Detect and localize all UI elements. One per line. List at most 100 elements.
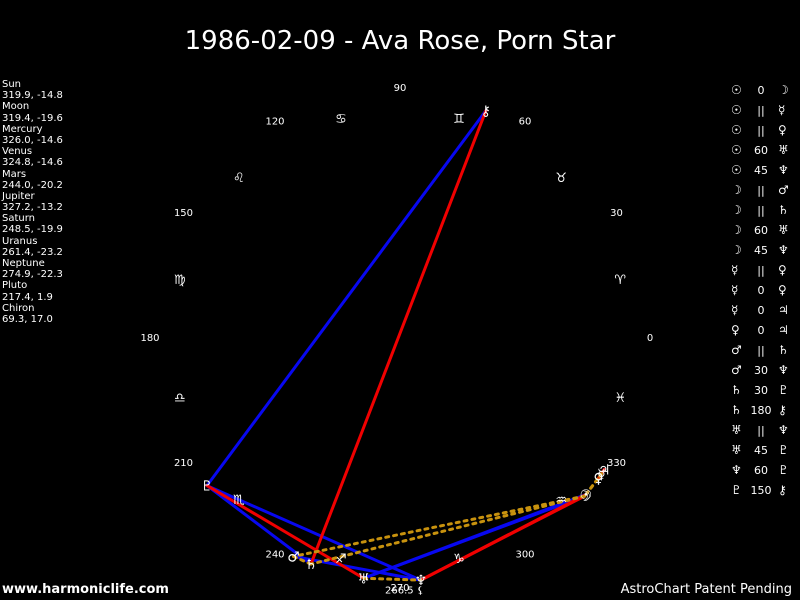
planet-name: Venus bbox=[2, 146, 33, 158]
aspect-planet1-glyph: ☽ bbox=[731, 183, 742, 197]
planet-name: Moon bbox=[2, 101, 30, 113]
aspect-row-sun-45-neptune: ☉ 45 ♆ bbox=[731, 160, 799, 180]
aspect-line-mercury-venus bbox=[597, 472, 603, 480]
aspect-row-mercury-0-venus: ☿ 0 ♀ bbox=[731, 280, 799, 300]
aspect-row-mars-30-neptune: ♂ 30 ♆ bbox=[731, 360, 799, 380]
tick-label-150: 150 bbox=[174, 208, 193, 219]
sign-glyph-capricorn: ♑ bbox=[453, 552, 465, 567]
aspect-planet1-glyph: ☉ bbox=[731, 103, 742, 117]
planet-lon-dec: 244.0, -20.2 bbox=[2, 179, 63, 191]
tick-label-90: 90 bbox=[394, 83, 407, 94]
aspect-angle-label: 30 bbox=[754, 363, 768, 377]
aspect-line-moon-neptune bbox=[419, 494, 587, 582]
planet-lon-dec: 274.9, -22.3 bbox=[2, 269, 63, 281]
aspect-angle-label: || bbox=[757, 203, 765, 217]
aspect-line-pluto-chiron bbox=[205, 109, 488, 488]
aspect-line-moon-uranus bbox=[362, 494, 587, 580]
aspect-angle-label: 60 bbox=[754, 143, 768, 157]
aspect-row-mercury-par-venus: ☿ || ♀ bbox=[731, 260, 799, 280]
planet-name: Uranus bbox=[2, 235, 38, 247]
aspect-row-neptune-60-pluto: ♆ 60 ♇ bbox=[731, 460, 799, 480]
aspect-line-saturn-pluto bbox=[205, 484, 313, 566]
aspect-line-uranus-neptune bbox=[362, 576, 423, 582]
aspect-angle-label: || bbox=[757, 123, 765, 137]
planet-glyph-mars: ♂ bbox=[287, 549, 300, 565]
planet-glyph-pluto: ♇ bbox=[201, 479, 214, 495]
aspect-planet2-glyph: ♃ bbox=[778, 323, 789, 337]
aspect-row-sun-par-venus: ☉ || ♀ bbox=[731, 120, 799, 140]
aspect-angle-label: || bbox=[757, 263, 765, 277]
aspect-angle-label: 180 bbox=[750, 403, 772, 417]
aspect-planet1-glyph: ♄ bbox=[731, 383, 742, 397]
aspect-row-moon-par-saturn: ☽ || ♄ bbox=[731, 200, 799, 220]
aspect-planet2-glyph: ♇ bbox=[778, 443, 789, 457]
aspect-angle-label: 30 bbox=[754, 383, 768, 397]
aspect-angle-label: 45 bbox=[754, 163, 768, 177]
aspect-planet1-glyph: ☽ bbox=[731, 203, 742, 217]
planet-list-item-uranus: Uranus 261.4, -23.2 bbox=[2, 236, 63, 258]
aspect-planet1-glyph: ☿ bbox=[731, 303, 739, 317]
planet-list-item-pluto: Pluto 217.4, 1.9 bbox=[2, 280, 63, 302]
planet-lon-dec: 319.4, -19.6 bbox=[2, 112, 63, 124]
aspect-planet2-glyph: ☿ bbox=[778, 103, 786, 117]
page-title: 1986-02-09 - Ava Rose, Porn Star bbox=[184, 26, 616, 56]
aspect-planet2-glyph: ♄ bbox=[778, 203, 789, 217]
planet-glyph-moon: ☽ bbox=[578, 489, 591, 505]
aspect-line-saturn-chiron bbox=[309, 109, 488, 566]
planet-name: Mercury bbox=[2, 123, 43, 135]
aspect-planet1-glyph: ☉ bbox=[731, 143, 742, 157]
aspect-angle-label: 0 bbox=[757, 303, 765, 317]
sign-glyph-leo: ♌ bbox=[233, 171, 245, 186]
aspect-planet1-glyph: ♇ bbox=[731, 483, 742, 497]
planet-glyph-venus: ♀ bbox=[593, 471, 603, 487]
aspect-planet1-glyph: ☿ bbox=[731, 283, 739, 297]
aspect-list: ☉ 0 ☽ ☉ || ☿ ☉ || ♀ ☉ 60 ♅ ☉ 45 ♆ ☽ || ♂ ☽ || ♄ ☽ 60 ♅ ☽ 45 ♆ ☿ || ♀ ☿… bbox=[731, 80, 799, 500]
aspect-planet1-glyph: ♆ bbox=[731, 463, 742, 477]
tick-label-0: 0 bbox=[647, 333, 653, 344]
sign-glyph-aquarius: ♒ bbox=[555, 493, 567, 508]
planet-glyph-chiron: ⚷ bbox=[481, 104, 491, 120]
aspect-angle-label: 0 bbox=[757, 323, 765, 337]
aspect-row-pluto-150-chiron: ♇ 150 ⚷ bbox=[731, 480, 799, 500]
aspect-planet1-glyph: ☉ bbox=[731, 83, 742, 97]
aspect-planet2-glyph: ♆ bbox=[778, 423, 789, 437]
extra-point-label: 266.5 ⚸ bbox=[385, 586, 424, 597]
tick-label-30: 30 bbox=[610, 208, 623, 219]
aspect-angle-label: || bbox=[757, 423, 765, 437]
planet-lon-dec: 217.4, 1.9 bbox=[2, 291, 53, 303]
planet-list-item-sun: Sun 319.9, -14.8 bbox=[2, 79, 63, 101]
aspect-row-sun-60-uranus: ☉ 60 ♅ bbox=[731, 140, 799, 160]
planet-name: Saturn bbox=[2, 213, 36, 225]
aspect-planet1-glyph: ☽ bbox=[731, 223, 742, 237]
planet-list-item-neptune: Neptune 274.9, -22.3 bbox=[2, 258, 63, 280]
planet-lon-dec: 324.8, -14.6 bbox=[2, 157, 63, 169]
sign-glyph-aries: ♈ bbox=[614, 273, 626, 288]
aspect-planet2-glyph: ♇ bbox=[778, 463, 789, 477]
aspect-angle-label: || bbox=[757, 103, 765, 117]
sign-glyph-libra: ♎ bbox=[174, 391, 186, 406]
aspect-angle-label: 45 bbox=[754, 443, 768, 457]
tick-label-270: 270 bbox=[390, 583, 409, 594]
aspect-planet1-glyph: ♂ bbox=[731, 363, 742, 377]
planet-lon-dec: 69.3, 17.0 bbox=[2, 313, 53, 325]
aspect-angle-label: 45 bbox=[754, 243, 768, 257]
planet-name: Neptune bbox=[2, 258, 45, 269]
planet-glyph-sun: ☉ bbox=[580, 488, 593, 504]
aspect-planet2-glyph: ♀ bbox=[778, 263, 787, 277]
planet-list-item-saturn: Saturn 248.5, -19.9 bbox=[2, 213, 63, 235]
sign-glyph-taurus: ♉ bbox=[555, 171, 567, 186]
aspect-planet2-glyph: ♀ bbox=[778, 283, 787, 297]
aspect-planet1-glyph: ☽ bbox=[731, 243, 742, 257]
aspect-planet2-glyph: ♆ bbox=[778, 243, 789, 257]
planet-glyph-saturn: ♄ bbox=[305, 557, 318, 573]
aspect-planet2-glyph: ⚷ bbox=[778, 483, 787, 497]
aspect-planet1-glyph: ☉ bbox=[731, 163, 742, 177]
planet-glyph-mercury: ☿ bbox=[597, 467, 606, 483]
aspect-planet1-glyph: ☉ bbox=[731, 123, 742, 137]
aspect-row-saturn-180-chiron: ♄ 180 ⚷ bbox=[731, 400, 799, 420]
planet-lon-dec: 327.2, -13.2 bbox=[2, 202, 63, 214]
tick-label-120: 120 bbox=[265, 116, 284, 127]
aspect-planet2-glyph: ♃ bbox=[778, 303, 789, 317]
aspect-line-sun-venus bbox=[584, 476, 601, 497]
aspect-row-moon-60-uranus: ☽ 60 ♅ bbox=[731, 220, 799, 240]
